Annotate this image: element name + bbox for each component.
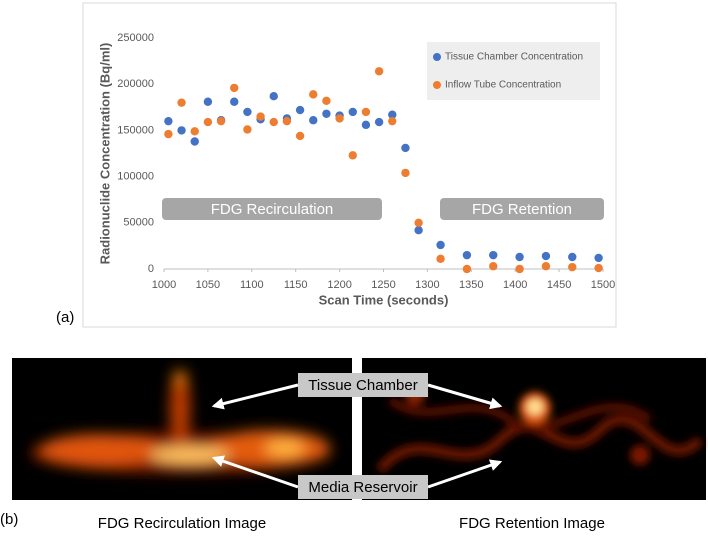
x-tick-label: 1050 [196, 279, 220, 291]
annotation: FDG Retention [472, 201, 572, 218]
point [462, 250, 472, 260]
legend-marker [433, 81, 441, 89]
point [374, 67, 384, 76]
point [401, 143, 410, 153]
point [230, 97, 239, 106]
point [361, 107, 371, 117]
point [216, 116, 226, 126]
point [489, 250, 498, 260]
x-tick-label: 1450 [547, 279, 571, 291]
y-tick-label: 250000 [117, 32, 154, 44]
label-box [298, 475, 428, 499]
point [568, 252, 577, 262]
point [594, 253, 603, 263]
legend-label: Tissue Chamber Concentration [445, 52, 583, 63]
panel-label: (b) [0, 511, 18, 528]
x-tick-label: 1300 [415, 279, 439, 291]
y-tick-label: 150000 [117, 124, 154, 136]
panel-label: (a) [56, 309, 74, 326]
x-tick-label: 1250 [371, 279, 395, 291]
point [322, 96, 331, 106]
x-tick-label: 1000 [152, 279, 176, 291]
point [374, 117, 384, 127]
legend-marker [433, 53, 441, 61]
point [388, 110, 397, 119]
point [190, 137, 199, 146]
point [322, 109, 331, 118]
x-tick-label: 1500 [591, 279, 615, 291]
annotation: FDG Recirculation [211, 201, 334, 218]
point [177, 98, 186, 107]
label-box [298, 373, 428, 397]
point [436, 254, 445, 264]
arrow [211, 455, 299, 489]
point [269, 117, 278, 127]
point [541, 262, 551, 271]
point [348, 107, 357, 117]
annotation-box [162, 198, 382, 220]
arrow [427, 383, 503, 410]
point [282, 116, 292, 126]
x-tick-label: 1150 [284, 279, 308, 291]
point [295, 131, 305, 141]
point [243, 125, 252, 134]
annotation-box [440, 198, 604, 220]
y-tick-label: 200000 [117, 78, 154, 90]
y-axis-label: Radionuclide Concentration (Bq/ml) [97, 43, 112, 265]
point [462, 264, 472, 274]
point [164, 116, 173, 126]
image-caption: FDG Retention Image [459, 515, 605, 532]
x-tick-label: 1400 [503, 279, 527, 291]
point [388, 116, 397, 126]
point [256, 112, 265, 121]
point [295, 105, 305, 115]
legend-box [427, 42, 600, 100]
heat-left [30, 370, 330, 473]
point [489, 262, 498, 271]
point [203, 117, 213, 127]
arrow [211, 383, 299, 410]
x-tick-label: 1350 [459, 279, 483, 291]
point [203, 97, 213, 106]
point [361, 120, 371, 130]
legend-label: Inflow Tube Concentration [445, 80, 561, 91]
point [414, 225, 423, 235]
point [335, 114, 344, 123]
image-caption: FDG Recirculation Image [98, 515, 266, 532]
point [230, 83, 239, 93]
point [177, 126, 186, 135]
point [594, 263, 603, 273]
y-tick-label: 0 [148, 263, 154, 275]
image-label: Media Reservoir [308, 479, 417, 496]
point [243, 107, 252, 117]
image-divider [352, 358, 362, 500]
point [309, 116, 318, 125]
y-tick-label: 100000 [117, 171, 154, 183]
point [309, 90, 318, 99]
x-axis-label: Scan Time (seconds) [319, 292, 449, 307]
chart: 0 50000 100000 150000 200000 250000 1000 1050 11… [97, 32, 615, 308]
image-label: Tissue Chamber [308, 377, 417, 394]
x-tick-label: 1100 [240, 279, 264, 291]
point [541, 251, 551, 261]
point [348, 151, 357, 160]
y-tick-label: 50000 [123, 217, 154, 229]
point [401, 168, 410, 178]
x-tick-label: 1200 [327, 279, 351, 291]
point [515, 252, 524, 262]
point [269, 92, 278, 101]
point [164, 129, 173, 139]
point [568, 262, 577, 272]
point [414, 218, 423, 227]
point [190, 127, 199, 136]
point [515, 264, 524, 274]
arrow [427, 459, 503, 489]
point [436, 240, 445, 250]
